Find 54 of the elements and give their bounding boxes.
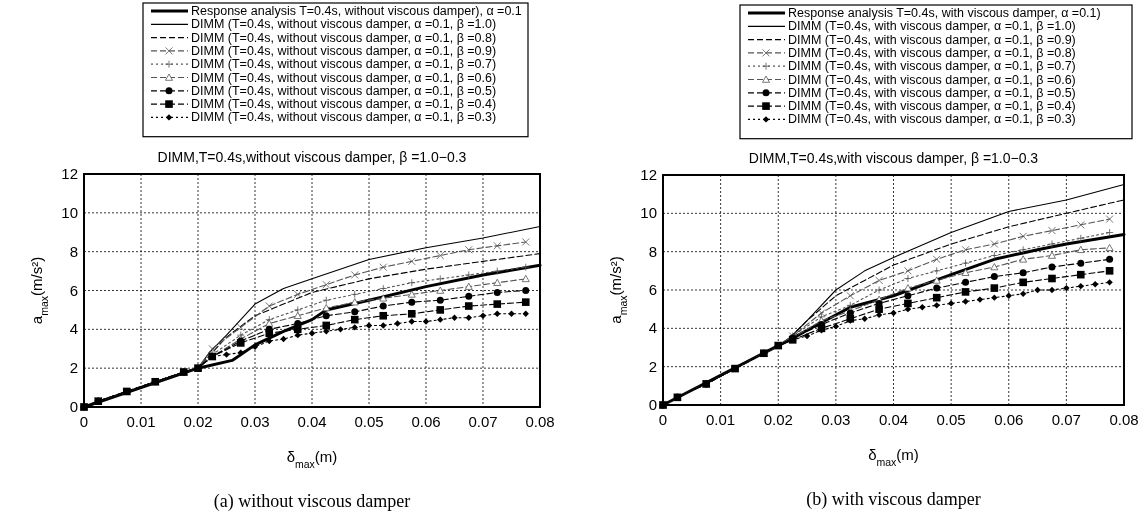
x-tick-label: 0.05 bbox=[354, 413, 384, 430]
x-tick-label: 0.02 bbox=[763, 411, 793, 428]
x-tick-label: 0.02 bbox=[183, 413, 213, 430]
x-tick-label: 0.03 bbox=[240, 413, 270, 430]
legend-label: DIMM (T=0.4s, without viscous damper, α =0.1, β =0.4) bbox=[191, 97, 497, 112]
x-tick-label: 0.03 bbox=[821, 411, 851, 428]
y-tick-label: 0 bbox=[648, 396, 657, 413]
y-tick-label: 4 bbox=[69, 320, 78, 338]
x-tick-label: 0.08 bbox=[1109, 411, 1139, 428]
chart-title: DIMM,T=0.4s,without viscous damper, β =1.0−0.3 bbox=[157, 149, 467, 165]
y-tick-label: 10 bbox=[640, 204, 657, 222]
y-tick-label: 8 bbox=[648, 242, 657, 260]
y-tick-label: 10 bbox=[61, 203, 78, 221]
chart-title: DIMM,T=0.4s,with viscous damper, β =1.0−0.3 bbox=[748, 150, 1039, 166]
x-tick-label: 0.06 bbox=[994, 411, 1024, 428]
legend-label: DIMM (T=0.4s, without viscous damper, α =0.1, β =1.0) bbox=[191, 17, 497, 32]
y-tick-label: 12 bbox=[61, 165, 78, 182]
y-tick-label: 2 bbox=[648, 357, 657, 375]
x-tick-label: 0.07 bbox=[468, 413, 498, 430]
x-tick-label: 0.06 bbox=[411, 413, 441, 430]
x-tick-label: 0.04 bbox=[878, 411, 909, 428]
y-tick-label: 6 bbox=[69, 281, 78, 299]
legend-label: DIMM (T=0.4s, with viscous damper, α =0.1, β =0.7) bbox=[788, 59, 1076, 74]
text: (b) with viscous damper bbox=[806, 489, 981, 510]
x-tick-label: 0.04 bbox=[297, 413, 327, 430]
legend-label: DIMM (T=0.4s, without viscous damper, α =0.1, β =0.9) bbox=[191, 43, 497, 58]
legend-label: DIMM (T=0.4s, without viscous damper, α =0.1, β =0.5) bbox=[191, 83, 497, 98]
legend-label: DIMM (T=0.4s, with viscous damper, α =0.1, β =0.6) bbox=[788, 72, 1076, 87]
legend-label: DIMM (T=0.4s, with viscous damper, α =0.1, β =0.8) bbox=[788, 45, 1076, 60]
legend-label: DIMM (T=0.4s, with viscous damper, α =0.1, β =0.9) bbox=[788, 32, 1076, 47]
x-tick-label: 0.01 bbox=[126, 413, 156, 430]
x-tick-label: 0.08 bbox=[525, 413, 555, 430]
legend-label: Response analysis T=0.4s, without viscous damper), α =0.1 bbox=[191, 4, 522, 18]
x-tick-label: 0.01 bbox=[706, 411, 736, 428]
x-tick-label: 0.07 bbox=[1051, 411, 1081, 428]
x-tick-label: 0.05 bbox=[936, 411, 966, 428]
y-tick-label: 6 bbox=[648, 281, 657, 298]
legend-label: DIMM (T=0.4s, with viscous damper, α =0.1, β =0.5) bbox=[788, 85, 1076, 100]
legend-label: DIMM (T=0.4s, without viscous damper, α =0.1, β =0.8) bbox=[191, 30, 497, 45]
legend-label: Response analysis T=0.4s, with viscous damper, α =0.1) bbox=[788, 6, 1101, 20]
x-axis-title: δ$_{max}$(m) bbox=[868, 446, 919, 468]
x-axis-title: δ$_{max}$(m) bbox=[286, 448, 338, 470]
legend-label: DIMM (T=0.4s, with viscous damper, α =0.1, β =1.0) bbox=[788, 19, 1076, 34]
y-tick-label: 12 bbox=[640, 166, 657, 183]
y-tick-label: 2 bbox=[69, 359, 78, 377]
legend-label: DIMM (T=0.4s, with viscous damper, α =0.1, β =0.3) bbox=[788, 112, 1076, 127]
text: (a) without viscous damper bbox=[213, 491, 411, 512]
legend-label: DIMM (T=0.4s, without viscous damper, α =0.1, β =0.6) bbox=[191, 70, 497, 85]
legend-label: DIMM (T=0.4s, without viscous damper, α =0.1, β =0.3) bbox=[191, 110, 497, 125]
legend-label: DIMM (T=0.4s, with viscous damper, α =0.1, β =0.4) bbox=[788, 99, 1076, 114]
y-tick-label: 0 bbox=[69, 398, 78, 415]
legend-label: DIMM (T=0.4s, without viscous damper, α =0.1, β =0.7) bbox=[191, 57, 497, 72]
y-tick-label: 4 bbox=[648, 319, 657, 337]
y-tick-label: 8 bbox=[69, 242, 78, 260]
